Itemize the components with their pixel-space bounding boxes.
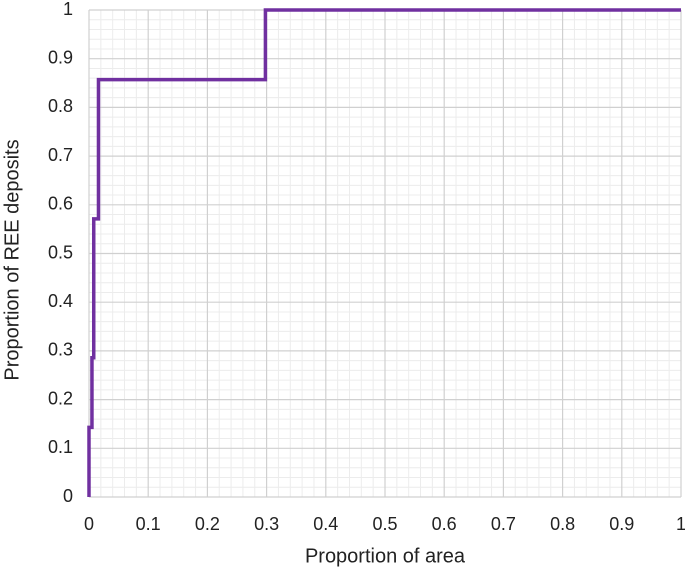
y-tick-label: 0.5 [48,242,73,262]
x-tick-label: 0.1 [136,514,161,534]
y-axis-title: Proportion of REE deposits [1,139,23,380]
y-tick-label: 0.4 [48,291,73,311]
data-line [87,8,681,497]
x-tick-label: 0.9 [609,514,634,534]
x-tick-label: 0.5 [372,514,397,534]
x-tick-label: 1 [676,514,685,534]
y-tick-label: 1 [63,0,73,19]
x-axis-title: Proportion of area [305,545,466,567]
y-tick-label: 0 [63,486,73,506]
x-tick-label: 0 [84,514,94,534]
y-tick-label: 0.3 [48,340,73,360]
y-tick-label: 0.9 [48,47,73,67]
x-tick-label: 0.4 [313,514,338,534]
y-tick-label: 0.2 [48,388,73,408]
x-tick-label: 0.2 [195,514,220,534]
y-tick-label: 0.1 [48,437,73,457]
x-tick-label: 0.3 [254,514,279,534]
x-tick-label: 0.7 [491,514,516,534]
y-tick-label: 0.6 [48,194,73,214]
x-tick-label: 0.6 [432,514,457,534]
y-tick-label: 0.7 [48,145,73,165]
y-tick-label: 0.8 [48,96,73,116]
x-tick-label: 0.8 [550,514,575,534]
